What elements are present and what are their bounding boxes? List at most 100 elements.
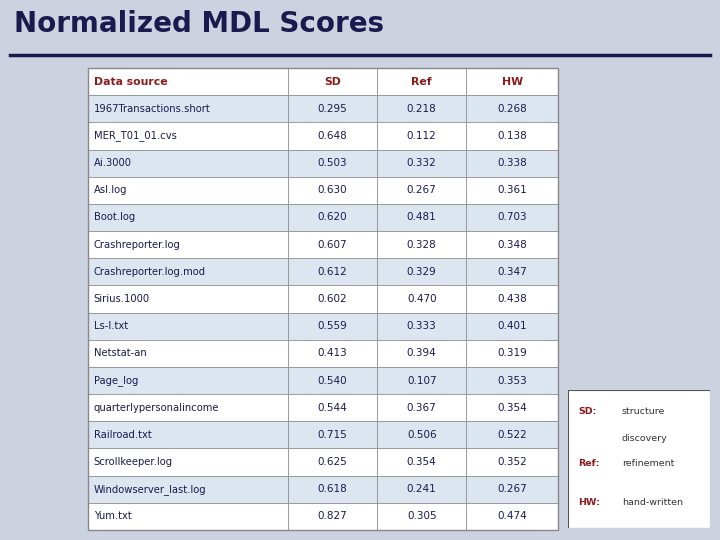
Bar xyxy=(88,340,288,367)
Text: 0.618: 0.618 xyxy=(318,484,347,494)
Bar xyxy=(88,177,288,204)
Text: 0.506: 0.506 xyxy=(407,430,436,440)
Text: 0.348: 0.348 xyxy=(498,240,527,249)
Bar xyxy=(377,313,467,340)
Bar xyxy=(288,421,377,449)
Bar xyxy=(288,340,377,367)
Text: 0.107: 0.107 xyxy=(407,375,436,386)
Text: 0.474: 0.474 xyxy=(498,511,527,522)
Bar xyxy=(377,123,467,150)
Text: 0.559: 0.559 xyxy=(318,321,347,331)
Bar xyxy=(288,394,377,421)
Text: Page_log: Page_log xyxy=(94,375,138,386)
Bar xyxy=(88,476,288,503)
Text: Crashreporter.log: Crashreporter.log xyxy=(94,240,181,249)
Text: 0.630: 0.630 xyxy=(318,185,347,195)
Bar xyxy=(377,367,467,394)
Bar xyxy=(467,231,558,258)
Bar xyxy=(467,449,558,476)
Bar xyxy=(467,286,558,313)
Bar xyxy=(377,231,467,258)
Bar xyxy=(467,340,558,367)
Text: MER_T01_01.cvs: MER_T01_01.cvs xyxy=(94,131,176,141)
Text: 0.401: 0.401 xyxy=(498,321,527,331)
Bar xyxy=(467,150,558,177)
Bar xyxy=(288,95,377,123)
Text: 0.332: 0.332 xyxy=(407,158,436,168)
Text: Railroad.txt: Railroad.txt xyxy=(94,430,151,440)
Text: SD: SD xyxy=(324,77,341,86)
Bar xyxy=(377,394,467,421)
Bar xyxy=(88,150,288,177)
Bar xyxy=(377,286,467,313)
Text: 0.338: 0.338 xyxy=(498,158,527,168)
Text: 0.112: 0.112 xyxy=(407,131,436,141)
Text: 0.438: 0.438 xyxy=(498,294,527,304)
Text: 0.827: 0.827 xyxy=(318,511,347,522)
Text: 0.620: 0.620 xyxy=(318,212,347,222)
Bar xyxy=(88,258,288,286)
Bar xyxy=(288,313,377,340)
Bar xyxy=(377,503,467,530)
Text: Data source: Data source xyxy=(94,77,167,86)
Bar xyxy=(467,95,558,123)
Text: 0.625: 0.625 xyxy=(318,457,347,467)
Bar xyxy=(288,258,377,286)
Text: 0.503: 0.503 xyxy=(318,158,347,168)
Bar xyxy=(88,231,288,258)
Text: 1967Transactions.short: 1967Transactions.short xyxy=(94,104,210,114)
Text: Asl.log: Asl.log xyxy=(94,185,127,195)
Text: Yum.txt: Yum.txt xyxy=(94,511,131,522)
Text: 0.715: 0.715 xyxy=(318,430,347,440)
Text: 0.367: 0.367 xyxy=(407,403,436,413)
Text: 0.218: 0.218 xyxy=(407,104,436,114)
Text: discovery: discovery xyxy=(622,434,667,443)
Text: HW: HW xyxy=(502,77,523,86)
Bar xyxy=(377,340,467,367)
Text: 0.540: 0.540 xyxy=(318,375,347,386)
Bar xyxy=(377,476,467,503)
Bar xyxy=(377,68,467,95)
Text: 0.354: 0.354 xyxy=(498,403,527,413)
Text: Ref: Ref xyxy=(411,77,432,86)
Text: 0.413: 0.413 xyxy=(318,348,347,359)
Text: 0.612: 0.612 xyxy=(318,267,347,277)
Bar xyxy=(377,204,467,231)
Bar xyxy=(377,95,467,123)
Text: 0.353: 0.353 xyxy=(498,375,527,386)
Text: structure: structure xyxy=(622,407,665,416)
Text: Ls-l.txt: Ls-l.txt xyxy=(94,321,127,331)
Bar xyxy=(288,503,377,530)
Bar xyxy=(467,367,558,394)
Text: hand-written: hand-written xyxy=(622,498,683,507)
Text: Scrollkeeper.log: Scrollkeeper.log xyxy=(94,457,173,467)
Text: 0.703: 0.703 xyxy=(498,212,527,222)
Bar xyxy=(377,449,467,476)
Bar xyxy=(88,68,288,95)
Bar xyxy=(88,95,288,123)
Text: refinement: refinement xyxy=(622,459,675,468)
Bar xyxy=(288,476,377,503)
Bar xyxy=(288,449,377,476)
Bar xyxy=(467,503,558,530)
Text: 0.361: 0.361 xyxy=(498,185,527,195)
Bar xyxy=(467,68,558,95)
Text: 0.544: 0.544 xyxy=(318,403,347,413)
Text: 0.648: 0.648 xyxy=(318,131,347,141)
Text: HW:: HW: xyxy=(578,498,600,507)
Text: 0.522: 0.522 xyxy=(498,430,527,440)
Text: 0.329: 0.329 xyxy=(407,267,436,277)
Text: quarterlypersonalincome: quarterlypersonalincome xyxy=(94,403,219,413)
Text: 0.267: 0.267 xyxy=(407,185,436,195)
Bar xyxy=(288,68,377,95)
Text: Ref:: Ref: xyxy=(578,459,600,468)
Bar xyxy=(467,421,558,449)
Bar xyxy=(288,367,377,394)
Text: 0.347: 0.347 xyxy=(498,267,527,277)
Text: 0.481: 0.481 xyxy=(407,212,436,222)
Text: Windowserver_last.log: Windowserver_last.log xyxy=(94,484,206,495)
Bar xyxy=(377,258,467,286)
Bar xyxy=(88,286,288,313)
Text: 0.267: 0.267 xyxy=(498,484,527,494)
Bar xyxy=(377,177,467,204)
